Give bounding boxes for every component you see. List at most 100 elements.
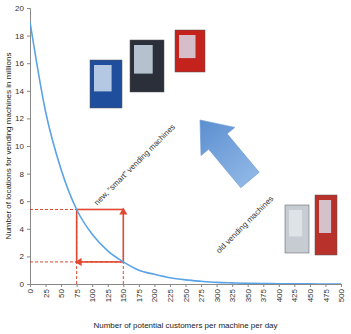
y-tick-mark (27, 201, 30, 202)
x-tick: 150 (119, 284, 128, 302)
x-tick: 375 (259, 284, 268, 302)
x-tick-label: 225 (166, 288, 175, 302)
y-tick-mark (27, 118, 30, 119)
machine-icon (315, 195, 337, 255)
y-tick: 12 (15, 114, 30, 123)
y-tick: 14 (15, 87, 30, 96)
x-tick-label: 50 (57, 288, 66, 297)
x-tick-label: 0 (26, 288, 35, 293)
y-tick-label: 8 (20, 170, 25, 179)
y-tick-label: 4 (20, 225, 25, 234)
x-tick-mark (46, 284, 47, 287)
x-tick: 75 (73, 284, 82, 298)
x-tick-label: 125 (104, 288, 113, 302)
x-tick-mark (341, 284, 342, 287)
x-tick: 100 (88, 284, 97, 302)
y-tick: 6 (20, 197, 30, 206)
machine-panel (319, 200, 331, 233)
machine-panel (289, 210, 302, 236)
y-tick: 16 (15, 59, 30, 68)
x-tick-mark (61, 284, 62, 287)
x-tick-mark (232, 284, 233, 287)
y-axis: 0 2 4 6 8 10 12 14 16 18 20 (15, 4, 30, 289)
y-tick: 4 (20, 225, 30, 234)
big-arrow (183, 106, 267, 194)
x-tick: 450 (306, 284, 315, 302)
machine-panel (134, 45, 153, 74)
x-axis: 0 25 50 75 100 125 150 175 200 225 250 275 300 325 350… (26, 284, 346, 302)
x-tick-mark (170, 284, 171, 287)
x-tick-mark (263, 284, 264, 287)
y-tick-label: 18 (15, 32, 24, 41)
x-tick: 225 (166, 284, 175, 302)
y-tick-mark (27, 174, 30, 175)
y-axis-title: Number of locations for vending machines… (4, 53, 13, 240)
chart: 0255075100125150175200225250275300325350… (0, 0, 351, 334)
plot-area (30, 22, 341, 284)
x-tick-label: 100 (88, 288, 97, 302)
x-tick-label: 325 (228, 288, 237, 302)
y-tick-label: 10 (15, 142, 24, 151)
annotation: old vending machines (214, 194, 275, 255)
machine-icon (175, 30, 205, 72)
x-tick: 300 (213, 284, 222, 302)
x-tick: 0 (26, 284, 35, 293)
x-tick-label: 300 (213, 288, 222, 302)
x-tick-mark (92, 284, 93, 287)
x-tick: 200 (150, 284, 159, 302)
y-tick-mark (27, 36, 30, 37)
machine-panel (94, 65, 112, 91)
guide-line-horizontal (30, 209, 77, 210)
x-tick: 25 (42, 284, 51, 298)
x-tick-label: 250 (182, 288, 191, 302)
y-tick-label: 2 (20, 252, 25, 261)
x-tick-label: 400 (275, 288, 284, 302)
x-tick-label: 150 (119, 288, 128, 302)
y-tick: 18 (15, 32, 30, 41)
x-axis-title: Number of potential customers per machin… (93, 321, 277, 330)
x-tick-mark (139, 284, 140, 287)
x-tick: 350 (244, 284, 253, 302)
x-tick: 500 (337, 284, 346, 302)
y-tick-label: 20 (15, 4, 24, 13)
x-tick-mark (123, 284, 124, 287)
x-tick: 175 (135, 284, 144, 302)
y-tick-mark (27, 284, 30, 285)
x-tick: 50 (57, 284, 66, 298)
y-tick: 20 (15, 4, 30, 13)
machine-icon (285, 205, 309, 253)
y-tick-label: 0 (20, 280, 25, 289)
guide-line-vertical (123, 262, 124, 284)
x-tick: 475 (322, 284, 331, 302)
y-tick-label: 12 (15, 114, 24, 123)
x-tick-mark (201, 284, 202, 287)
y-tick-mark (27, 146, 30, 147)
x-tick-mark (310, 284, 311, 287)
curve (30, 22, 341, 284)
x-tick: 275 (197, 284, 206, 302)
machine-icon (130, 40, 164, 92)
y-tick: 10 (15, 142, 30, 151)
x-tick: 400 (275, 284, 284, 302)
x-tick: 325 (228, 284, 237, 302)
x-tick-mark (294, 284, 295, 287)
x-tick-label: 175 (135, 288, 144, 302)
x-tick-mark (77, 284, 78, 287)
x-tick-mark (154, 284, 155, 287)
y-tick-mark (27, 8, 30, 9)
y-tick: 2 (20, 252, 30, 261)
y-tick-mark (27, 229, 30, 230)
x-tick-mark (279, 284, 280, 287)
arrowhead (119, 207, 127, 214)
x-tick-mark (248, 284, 249, 287)
x-tick: 425 (290, 284, 299, 302)
x-tick-mark (186, 284, 187, 287)
machine-icons (90, 30, 337, 255)
x-tick: 250 (182, 284, 191, 302)
y-tick-label: 14 (15, 87, 24, 96)
y-tick-mark (27, 91, 30, 92)
y-tick: 8 (20, 170, 30, 179)
x-tick-label: 375 (259, 288, 268, 302)
machine-panel (179, 35, 196, 58)
x-tick-mark (325, 284, 326, 287)
